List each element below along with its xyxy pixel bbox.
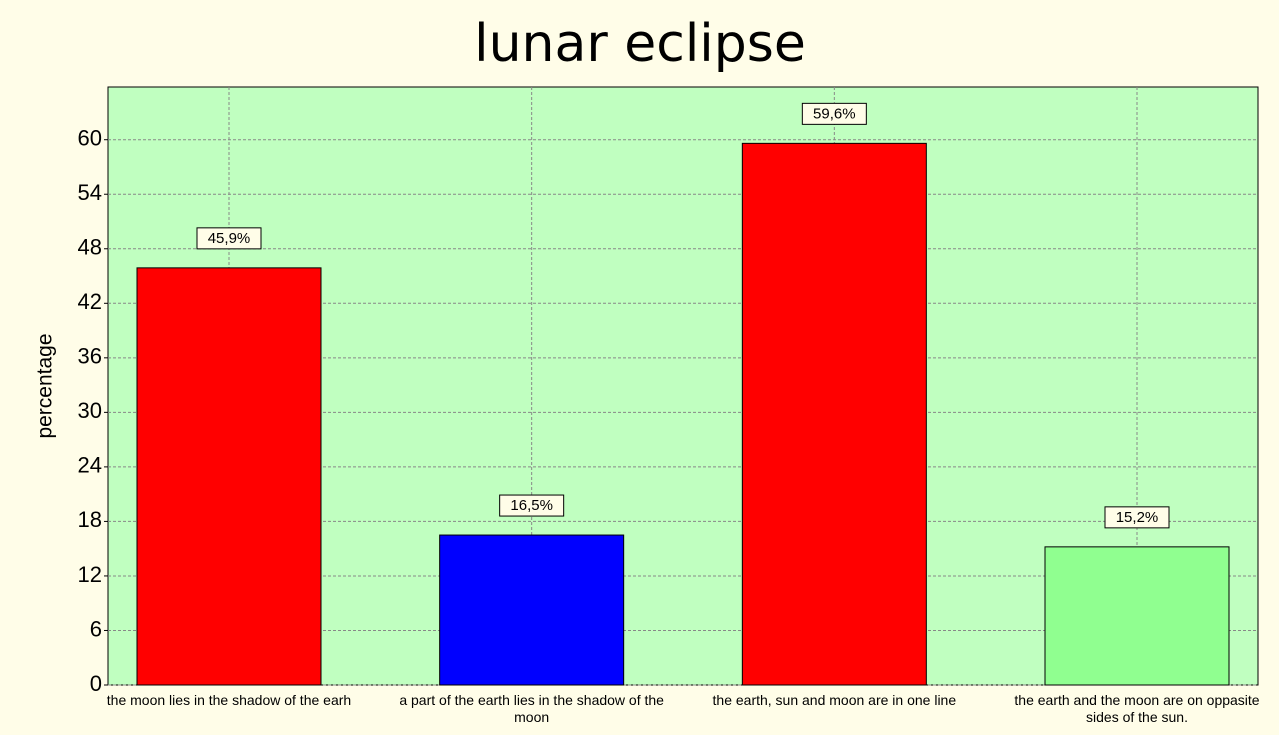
- y-tick-label: 48: [78, 235, 102, 260]
- y-tick-label: 30: [78, 398, 102, 423]
- value-label: 45,9%: [208, 230, 251, 247]
- y-tick-label: 12: [78, 562, 102, 587]
- value-label-box: [801, 102, 867, 125]
- value-label: 15,2%: [1116, 509, 1159, 526]
- y-tick-label: 36: [78, 344, 102, 369]
- y-tick-label: 18: [78, 507, 102, 532]
- x-tick-label: a part of the earth lies in the shadow o…: [399, 692, 664, 725]
- value-label-box: [499, 494, 565, 517]
- y-tick-label: 6: [90, 616, 102, 641]
- value-label-box: [1104, 506, 1170, 529]
- bar: [741, 142, 927, 686]
- value-label: 59,6%: [813, 105, 856, 122]
- chart-title: lunar eclipse: [474, 14, 806, 74]
- y-tick-label: 60: [78, 126, 102, 151]
- bar: [439, 534, 625, 686]
- x-tick-label: the earth and the moon are on oppasite s…: [1014, 692, 1260, 725]
- y-tick-label: 24: [78, 453, 102, 478]
- value-label-box: [196, 227, 262, 250]
- value-label: 16,5%: [510, 497, 553, 514]
- x-tick-label: the earth, sun and moon are in one line: [712, 692, 957, 708]
- y-tick-label: 0: [90, 671, 102, 696]
- y-tick-label: 54: [78, 180, 102, 205]
- bar: [1044, 546, 1230, 686]
- y-axis-label: percentage: [34, 333, 57, 438]
- y-tick-label: 42: [78, 289, 102, 314]
- x-tick-label: the moon lies in the shadow of the earh: [106, 692, 352, 708]
- bar: [136, 267, 322, 686]
